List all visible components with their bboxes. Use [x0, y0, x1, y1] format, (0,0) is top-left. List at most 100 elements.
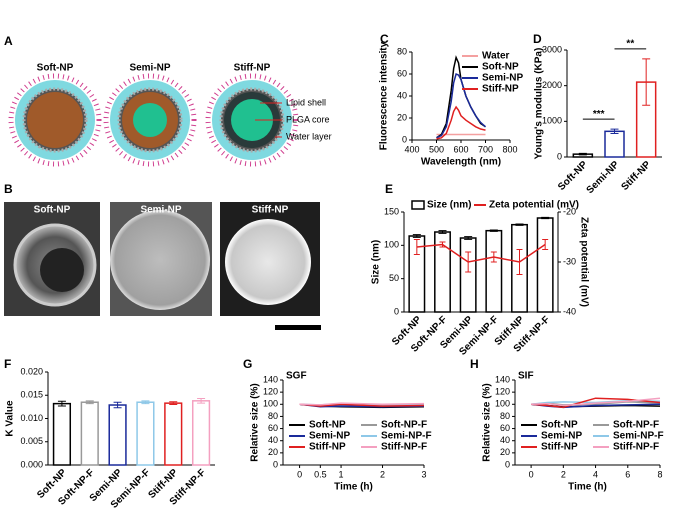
y-tick-label: 20: [268, 447, 278, 457]
particle-name: Semi-NP: [129, 63, 170, 74]
error-bar: [57, 400, 66, 407]
legend-label: Zeta potential (mV): [489, 200, 579, 211]
y-tick-label: 60: [397, 68, 407, 78]
y2-tick-label: -20: [563, 206, 576, 216]
stiff-np-icon: [205, 73, 299, 167]
error-bar: [412, 234, 421, 238]
legend-label: Semi-NP-F: [613, 431, 664, 442]
x-tick-label: 1: [339, 469, 344, 479]
series-line: [416, 243, 546, 263]
error-bar: [113, 401, 122, 409]
micrograph-title: Soft-NP: [34, 205, 71, 216]
series-line: [299, 403, 425, 407]
y-tick-label: 20: [397, 112, 407, 122]
y-axis-label: Size (nm): [371, 240, 382, 284]
y-tick-label: 100: [495, 399, 510, 409]
error-bar: [489, 229, 498, 232]
x-axis-label: Wavelength (nm): [421, 157, 501, 168]
part-label: PLGA core: [286, 114, 330, 124]
bar: [80, 401, 99, 466]
error-bar: [197, 398, 206, 404]
particle-name: Stiff-NP: [234, 63, 271, 74]
x-tick-label: 400: [404, 144, 419, 154]
y-tick-label: 60: [500, 423, 510, 433]
legend-label: Stiff-NP: [541, 442, 578, 453]
panel-label: D: [533, 32, 542, 46]
panel-label: A: [4, 34, 13, 48]
y-tick-label: 0: [394, 306, 399, 316]
x-tick-label: 8: [657, 469, 662, 479]
panel-label: H: [470, 357, 479, 371]
semi-np-icon: [103, 73, 197, 167]
bar: [136, 401, 155, 466]
bar: [604, 130, 625, 158]
legend-label: Soft-NP-F: [381, 420, 427, 431]
x-tick-label: 6: [625, 469, 630, 479]
error-bar: [85, 400, 94, 405]
y-tick-label: 150: [384, 206, 399, 216]
x-tick-label: 800: [502, 144, 517, 154]
legend-label: Soft-NP: [541, 420, 578, 431]
micrographs: [4, 202, 321, 330]
legend-label: Water: [482, 51, 510, 62]
y-tick-label: 40: [500, 435, 510, 445]
legend-label: Stiff-NP: [482, 84, 519, 95]
error-bar: [541, 216, 550, 220]
y-tick-label: 80: [268, 411, 278, 421]
x-tick-label: 500: [429, 144, 444, 154]
x-tick-label: Semi-NP: [585, 159, 622, 196]
x-tick-label: 4: [593, 469, 598, 479]
y-tick-label: 0.000: [20, 459, 43, 469]
bar: [485, 229, 503, 313]
y-axis-label: K Value: [5, 400, 16, 437]
legend-label: Stiff-NP-F: [613, 442, 659, 453]
y-axis-label: Relative size (%): [482, 383, 493, 461]
error-bar: [610, 128, 619, 134]
x-axis-label: Time (h): [568, 482, 607, 493]
error-bar: [413, 239, 420, 255]
x-tick-label: 2: [380, 469, 385, 479]
y-tick-label: 0.020: [20, 366, 43, 376]
y-tick-label: 100: [263, 399, 278, 409]
error-bar: [438, 230, 447, 234]
error-bar: [515, 223, 524, 226]
y2-tick-label: -40: [563, 306, 576, 316]
y-tick-label: 2000: [542, 80, 562, 90]
x-tick-label: 3: [421, 469, 426, 479]
y2-axis-label: Zeta potential (mV): [578, 217, 589, 307]
part-label: Water layer: [286, 131, 332, 141]
y-tick-label: 40: [268, 435, 278, 445]
y-tick-label: 80: [397, 46, 407, 56]
series-line: [531, 397, 661, 407]
legend-label: Semi-NP-F: [381, 431, 432, 442]
scale-bar: [275, 325, 321, 330]
error-bar: [642, 58, 651, 106]
bar: [536, 217, 554, 313]
soft-np-icon: [8, 73, 102, 167]
error-bar: [578, 152, 587, 156]
y-tick-label: 1000: [542, 116, 562, 126]
legend-label: Semi-NP: [482, 73, 523, 84]
y-tick-label: 50: [389, 273, 399, 283]
panel-label: B: [4, 182, 13, 196]
legend-label: Soft-NP: [482, 62, 519, 73]
y-tick-label: 140: [495, 374, 510, 384]
y-axis-label: Fluorescence intensity: [379, 41, 390, 150]
y2-tick-label: -30: [563, 256, 576, 266]
series-line: [531, 397, 661, 409]
y-axis-label: Relative size (%): [250, 383, 261, 461]
significance-label: **: [626, 39, 634, 50]
series-line: [436, 55, 486, 139]
x-tick-label: 0: [529, 469, 534, 479]
y-tick-label: 20: [500, 447, 510, 457]
y-tick-label: 0: [273, 459, 278, 469]
y-tick-label: 0.005: [20, 436, 43, 446]
x-tick-label: 0.5: [314, 469, 327, 479]
legend-label: Stiff-NP-F: [381, 442, 427, 453]
legend-label: Soft-NP: [309, 420, 346, 431]
x-tick-label: Stiff-NP: [619, 159, 653, 193]
particle-name: Soft-NP: [37, 63, 74, 74]
series-line: [436, 105, 486, 140]
x-tick-label: 2: [561, 469, 566, 479]
